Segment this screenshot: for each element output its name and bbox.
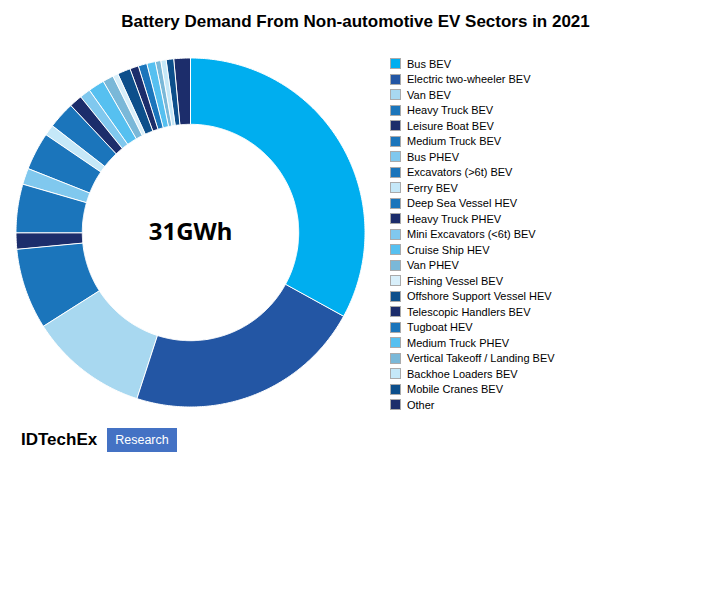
html-text:Medium Truck PHEV: Medium Truck PHEV xyxy=(407,336,510,349)
html-text:Bus BEV: Bus BEV xyxy=(407,57,451,70)
html-text:Mini Excavators (<6t) BEV: Mini Excavators (<6t) BEV xyxy=(407,228,536,241)
html-text:Offshore Support Vessel HEV: Offshore Support Vessel HEV xyxy=(407,290,552,303)
html-text:Leisure Boat BEV: Leisure Boat BEV xyxy=(407,119,494,132)
html-text:Heavy Truck BEV: Heavy Truck BEV xyxy=(407,104,494,117)
html-text:Telescopic Handlers BEV: Telescopic Handlers BEV xyxy=(407,305,531,318)
html-text:IDTechEx: IDTechEx xyxy=(21,430,98,449)
html-text:Bus PHEV: Bus PHEV xyxy=(407,150,459,163)
html-text:Battery Demand From Non-automo: Battery Demand From Non-automotive EV Se… xyxy=(121,12,590,31)
html-text:Tugboat HEV: Tugboat HEV xyxy=(407,321,473,334)
html-text:Ferry BEV: Ferry BEV xyxy=(407,181,458,194)
html-text:Van BEV: Van BEV xyxy=(407,88,451,101)
html-text:Excavators (>6t) BEV: Excavators (>6t) BEV xyxy=(407,166,513,179)
html-text:Cruise Ship HEV: Cruise Ship HEV xyxy=(407,243,490,256)
html-text:Mobile Cranes BEV: Mobile Cranes BEV xyxy=(407,383,503,396)
html-text:Fishing Vessel BEV: Fishing Vessel BEV xyxy=(407,274,503,287)
html-text:Backhoe Loaders BEV: Backhoe Loaders BEV xyxy=(407,367,518,380)
html-text:Other: Other xyxy=(407,398,435,411)
svg-text:31GWh: 31GWh xyxy=(149,214,233,247)
html-text:Vertical Takeoff / Landing BEV: Vertical Takeoff / Landing BEV xyxy=(407,352,555,365)
html-text:Research: Research xyxy=(115,433,169,447)
html-text:Deep Sea Vessel HEV: Deep Sea Vessel HEV xyxy=(407,197,518,210)
html-text:Heavy Truck PHEV: Heavy Truck PHEV xyxy=(407,212,502,225)
html-text:Van PHEV: Van PHEV xyxy=(407,259,459,272)
html-text:Electric two-wheeler BEV: Electric two-wheeler BEV xyxy=(407,73,531,86)
html-text:Medium Truck BEV: Medium Truck BEV xyxy=(407,135,502,148)
